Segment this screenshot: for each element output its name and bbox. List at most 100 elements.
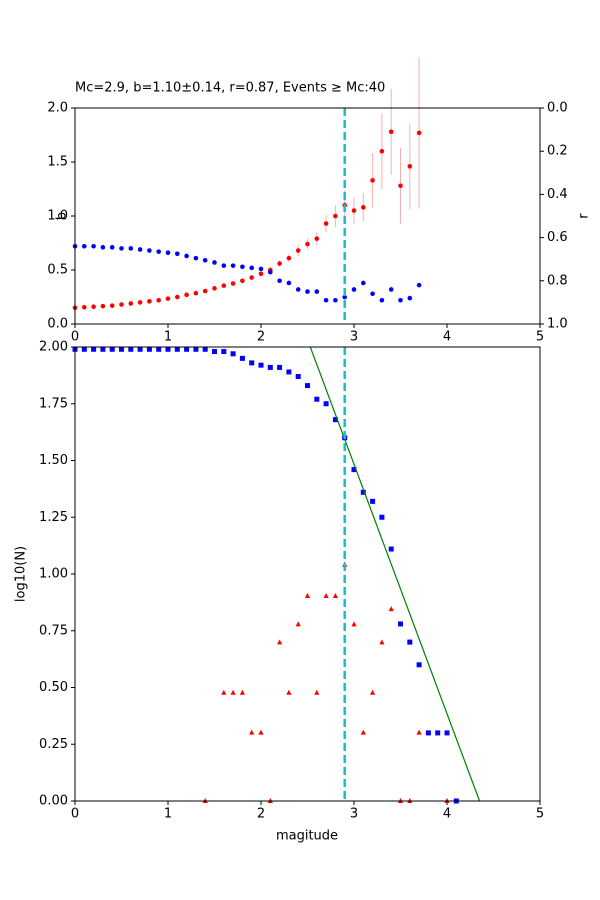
point xyxy=(119,346,124,352)
point xyxy=(258,362,264,368)
fit-line xyxy=(309,346,481,802)
point xyxy=(332,593,338,599)
point xyxy=(184,253,189,259)
point xyxy=(82,304,87,310)
point xyxy=(137,346,143,352)
point xyxy=(193,290,199,296)
point xyxy=(407,639,413,645)
point xyxy=(370,498,376,504)
y-tick-label: 1.5 xyxy=(47,155,68,170)
point xyxy=(137,300,143,305)
point xyxy=(416,729,422,735)
point xyxy=(212,349,217,355)
y2-tick-label: 0.4 xyxy=(547,187,568,202)
point xyxy=(249,265,254,271)
point xyxy=(407,164,413,169)
y-axis-label: b xyxy=(55,212,70,220)
point xyxy=(295,374,301,380)
point xyxy=(379,297,385,303)
y-tick-label: 1.50 xyxy=(39,453,68,468)
point xyxy=(249,360,255,366)
point xyxy=(100,245,106,250)
point xyxy=(361,205,366,210)
x-tick-label: 0 xyxy=(71,330,79,345)
point xyxy=(277,364,283,370)
point xyxy=(361,280,366,286)
point xyxy=(230,281,236,286)
y-tick-label: 0.00 xyxy=(39,794,68,809)
point xyxy=(202,288,208,294)
point xyxy=(128,346,134,352)
y-tick-label: 0.75 xyxy=(39,623,68,638)
x-tick-label: 3 xyxy=(350,330,358,345)
point xyxy=(295,621,301,627)
x-tick-label: 2 xyxy=(257,807,265,822)
y-tick-label: 2.00 xyxy=(39,340,68,355)
y2-tick-label: 0.2 xyxy=(547,144,568,159)
y2-tick-label: 0.6 xyxy=(547,230,568,245)
point xyxy=(379,514,385,520)
point xyxy=(351,208,357,213)
point xyxy=(175,294,180,300)
point xyxy=(416,662,422,668)
point xyxy=(119,302,124,307)
point xyxy=(388,546,394,552)
point xyxy=(314,689,320,695)
y2-tick-label: 0.8 xyxy=(547,273,568,288)
point xyxy=(379,639,385,645)
point xyxy=(156,249,161,254)
point xyxy=(239,355,245,361)
point xyxy=(109,245,115,250)
point xyxy=(416,130,422,136)
point xyxy=(388,129,394,135)
x-tick-label: 2 xyxy=(257,330,265,345)
point xyxy=(304,593,311,599)
point xyxy=(184,292,189,298)
point xyxy=(258,729,264,735)
point xyxy=(174,346,180,352)
point xyxy=(221,349,227,355)
point xyxy=(305,241,310,247)
point xyxy=(193,346,199,352)
point xyxy=(314,289,320,294)
y-axis-label: log10(N) xyxy=(14,546,29,602)
point xyxy=(202,257,208,263)
y-tick-label: 2.0 xyxy=(47,101,68,116)
point xyxy=(277,261,282,266)
point xyxy=(175,251,180,257)
point xyxy=(91,346,97,352)
point xyxy=(435,730,441,736)
point xyxy=(407,295,413,301)
y-tick-label: 0.50 xyxy=(39,680,68,695)
point xyxy=(286,255,292,261)
point xyxy=(165,296,171,301)
x-tick-label: 0 xyxy=(71,807,79,822)
point xyxy=(379,148,385,154)
point xyxy=(258,266,264,272)
y-tick-label: 1.0 xyxy=(47,209,68,224)
point xyxy=(100,303,106,309)
point xyxy=(323,401,329,407)
point xyxy=(202,346,208,352)
point xyxy=(91,243,96,249)
point xyxy=(109,346,115,352)
point xyxy=(128,301,134,306)
point xyxy=(277,639,283,645)
point xyxy=(295,248,301,253)
point xyxy=(128,246,134,251)
point xyxy=(212,286,217,291)
point xyxy=(444,730,450,736)
point xyxy=(156,346,162,352)
point xyxy=(240,278,245,284)
y-tick-label: 0.0 xyxy=(47,317,68,332)
x-tick-label: 5 xyxy=(536,330,544,345)
point xyxy=(370,291,375,297)
point xyxy=(230,263,236,268)
point xyxy=(398,621,403,627)
point xyxy=(82,243,87,249)
point xyxy=(370,689,376,695)
point xyxy=(156,297,161,303)
point xyxy=(398,183,403,189)
